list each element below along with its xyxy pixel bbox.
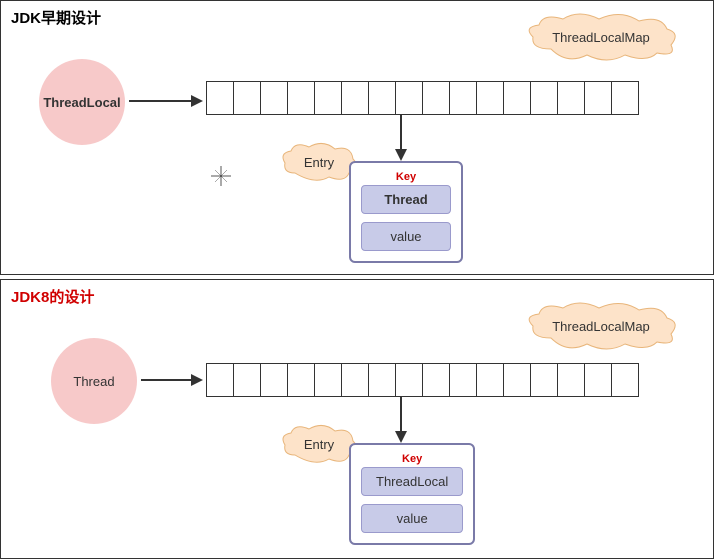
entry-box-bottom: Key ThreadLocal value xyxy=(349,443,475,545)
circle-thread-bottom: Thread xyxy=(51,338,137,424)
entry-box-top: Key Thread value xyxy=(349,161,463,263)
array-cell xyxy=(611,81,639,115)
thread-box-label: Thread xyxy=(384,192,427,207)
array-cell xyxy=(314,81,342,115)
cloud-entry-top: Entry xyxy=(279,141,359,183)
panel-jdk-early: JDK早期设计 ThreadLocalMap ThreadLocal Entry… xyxy=(0,0,714,275)
value-box-bottom: value xyxy=(361,504,463,533)
cloud-threadlocalmap-top: ThreadLocalMap xyxy=(521,13,681,61)
array-cell xyxy=(260,363,288,397)
arrow-to-entry-top xyxy=(400,115,402,151)
array-cell xyxy=(233,363,261,397)
threadlocal-box-bottom: ThreadLocal xyxy=(361,467,463,496)
arrow-to-array-top xyxy=(129,100,191,102)
cloud-entry-label: Entry xyxy=(304,437,334,452)
array-cell xyxy=(287,363,315,397)
array-cell xyxy=(287,81,315,115)
array-cell xyxy=(206,81,234,115)
array-cell xyxy=(611,363,639,397)
circle-label: ThreadLocal xyxy=(43,95,120,110)
array-cell xyxy=(341,363,369,397)
array-cell xyxy=(422,363,450,397)
array-cell xyxy=(368,363,396,397)
arrow-to-array-bottom xyxy=(141,379,191,381)
arrow-head-to-entry-bottom xyxy=(395,431,407,443)
cloud-threadlocalmap-bottom: ThreadLocalMap xyxy=(521,302,681,350)
array-cell xyxy=(395,363,423,397)
key-label-bottom: Key xyxy=(361,453,463,465)
key-label-top: Key xyxy=(361,171,451,183)
array-cell xyxy=(206,363,234,397)
cloud-entry-bottom: Entry xyxy=(279,423,359,465)
array-cell xyxy=(557,81,585,115)
array-cell xyxy=(368,81,396,115)
arrow-head-to-array-top xyxy=(191,95,203,107)
array-cell xyxy=(233,81,261,115)
array-cell xyxy=(557,363,585,397)
value-box-top: value xyxy=(361,222,451,251)
value-box-label: value xyxy=(397,511,428,526)
value-box-label: value xyxy=(390,229,421,244)
circle-threadlocal-top: ThreadLocal xyxy=(39,59,125,145)
array-cell xyxy=(530,363,558,397)
array-cell xyxy=(584,363,612,397)
title-early: JDK早期设计 xyxy=(11,7,101,28)
arrow-to-entry-bottom xyxy=(400,397,402,433)
arrow-head-to-entry-top xyxy=(395,149,407,161)
array-cell xyxy=(395,81,423,115)
array-bottom xyxy=(207,363,639,397)
array-cell xyxy=(530,81,558,115)
array-cell xyxy=(341,81,369,115)
array-cell xyxy=(449,363,477,397)
array-cell xyxy=(260,81,288,115)
cloud-label: ThreadLocalMap xyxy=(552,319,650,334)
cursor-icon xyxy=(211,166,231,186)
array-cell xyxy=(584,81,612,115)
array-cell xyxy=(476,81,504,115)
thread-box-top: Thread xyxy=(361,185,451,214)
cloud-label: ThreadLocalMap xyxy=(552,30,650,45)
threadlocal-box-label: ThreadLocal xyxy=(376,474,448,489)
panel-jdk8: JDK8的设计 ThreadLocalMap Thread Entry Key … xyxy=(0,279,714,559)
array-cell xyxy=(314,363,342,397)
array-cell xyxy=(476,363,504,397)
array-cell xyxy=(503,363,531,397)
title-jdk8: JDK8的设计 xyxy=(11,286,94,307)
array-cell xyxy=(449,81,477,115)
array-cell xyxy=(422,81,450,115)
cloud-entry-label: Entry xyxy=(304,155,334,170)
circle-label: Thread xyxy=(73,374,114,389)
arrow-head-to-array-bottom xyxy=(191,374,203,386)
array-top xyxy=(207,81,639,115)
array-cell xyxy=(503,81,531,115)
